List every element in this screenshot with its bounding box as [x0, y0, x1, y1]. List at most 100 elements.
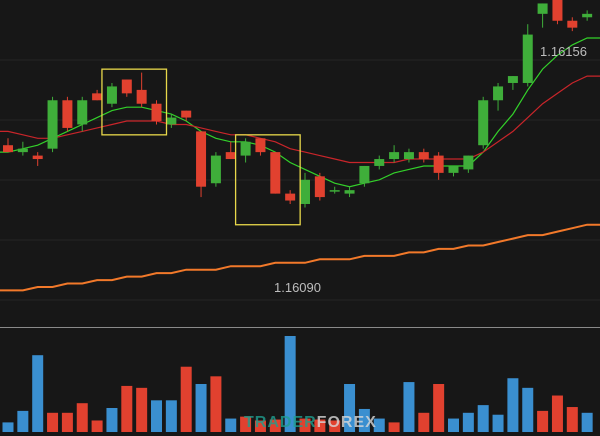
candles-group — [3, 0, 593, 208]
ma-line-1 — [0, 37, 600, 188]
candle — [582, 10, 593, 21]
watermark: TRADERFOREX — [244, 414, 377, 431]
candle — [32, 152, 43, 166]
volume-bar — [551, 395, 563, 432]
candle-body — [32, 155, 43, 160]
candle — [403, 148, 414, 163]
price-label-high: 1.16156 — [540, 44, 587, 59]
volume-bar — [136, 387, 148, 432]
volume-bar — [433, 384, 445, 432]
candle — [92, 89, 103, 101]
candle — [448, 165, 459, 177]
candle-body — [151, 103, 162, 122]
candle — [181, 110, 192, 122]
price-label-low: 1.16090 — [274, 280, 321, 295]
candle — [106, 82, 117, 108]
candle-body — [418, 152, 429, 160]
volume-bar — [418, 412, 430, 432]
candle-body — [17, 148, 28, 153]
candle-body — [329, 190, 340, 192]
candle — [433, 152, 444, 180]
volume-bars — [2, 336, 593, 432]
candle-body — [463, 155, 474, 170]
candle-body — [77, 100, 88, 125]
candle — [507, 76, 518, 90]
candle-body — [522, 34, 533, 83]
volume-bar — [329, 420, 341, 432]
watermark-part-1: TRADER — [244, 414, 317, 431]
candle — [329, 186, 340, 194]
candle — [552, 0, 563, 25]
candle-body — [136, 89, 147, 104]
candle-body — [314, 176, 325, 198]
volume-bar — [537, 410, 549, 432]
volume-bar — [403, 382, 415, 432]
candle-body — [196, 131, 207, 187]
candle-body — [255, 138, 266, 153]
candle — [196, 131, 207, 198]
candle — [344, 186, 355, 198]
volume-bar — [254, 420, 266, 432]
candle-body — [62, 100, 73, 128]
candle — [359, 165, 370, 187]
candle-body — [225, 152, 236, 160]
candle — [210, 152, 221, 187]
candle-body — [359, 165, 370, 184]
candle-body — [300, 179, 310, 204]
volume-bar — [2, 422, 14, 432]
candle-body — [240, 141, 251, 156]
volume-bar — [121, 385, 133, 432]
volume-bar — [195, 384, 207, 432]
candle — [47, 96, 58, 153]
candle — [151, 100, 162, 125]
candle — [166, 114, 177, 128]
volume-bar — [180, 366, 192, 432]
volume-bar — [47, 412, 59, 432]
candle — [537, 3, 548, 28]
volume-bar — [240, 416, 252, 432]
volume-bar — [17, 410, 29, 432]
candle-body — [389, 152, 400, 160]
volume-bar — [477, 405, 489, 432]
candle — [77, 96, 88, 132]
candle-body — [285, 193, 296, 201]
volume-bar — [76, 403, 88, 432]
candle — [62, 96, 73, 132]
candle — [314, 172, 325, 201]
candle-body — [537, 3, 548, 14]
volume-bar — [358, 408, 370, 432]
candle — [463, 155, 474, 173]
ma-line-2 — [0, 75, 600, 164]
candle-body — [582, 13, 593, 18]
volume-bar — [299, 418, 311, 432]
highlight-box — [101, 68, 168, 136]
candle — [136, 72, 147, 108]
candle — [270, 152, 281, 194]
volume-bar — [165, 400, 177, 432]
volume-bar — [448, 418, 459, 432]
candle — [567, 17, 578, 32]
volume-bar — [269, 419, 281, 432]
volume-bar — [91, 420, 103, 432]
candle-body — [374, 159, 385, 166]
candle-body — [47, 100, 58, 149]
volume-bar — [106, 408, 118, 432]
candle — [121, 79, 132, 97]
candle — [240, 138, 251, 163]
candle-body — [166, 117, 177, 125]
candle — [374, 155, 385, 170]
candle-body — [567, 20, 578, 28]
volume-bar — [314, 419, 326, 432]
volume-bar — [462, 412, 474, 432]
volume-bar — [32, 355, 44, 432]
candle — [418, 148, 429, 163]
candle — [17, 141, 28, 156]
volume-bar — [225, 418, 237, 432]
candle — [522, 24, 533, 87]
volume-bar — [581, 412, 593, 432]
candle-body — [493, 86, 504, 101]
candle — [3, 138, 13, 153]
candle-body — [181, 110, 192, 118]
candle-body — [448, 165, 459, 173]
